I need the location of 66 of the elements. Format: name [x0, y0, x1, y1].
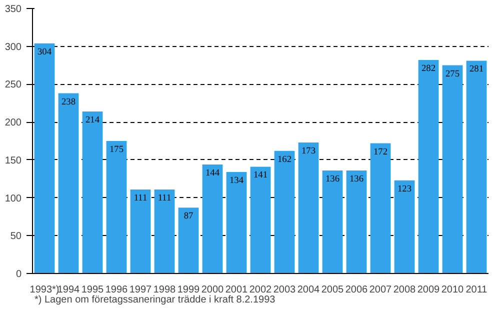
x-tick-label: 1993*) — [30, 284, 60, 296]
bar — [370, 143, 391, 274]
x-tick-label: 1996 — [105, 284, 128, 296]
x-tick-label: 2004 — [297, 284, 320, 296]
x-tick-label: 1998 — [153, 284, 176, 296]
data-label: 87 — [184, 212, 194, 222]
bar — [178, 208, 199, 274]
x-tick-label: 1995 — [81, 284, 104, 296]
x-tick-label: 2002 — [249, 284, 272, 296]
y-tick-label: 300 — [4, 42, 22, 53]
x-tick-label: 1999 — [177, 284, 200, 296]
x-tick-label: 2003 — [273, 284, 296, 296]
x-tick-label: 2001 — [225, 284, 248, 296]
data-label: 136 — [326, 174, 340, 185]
x-tick-label: 2010 — [441, 284, 464, 296]
y-tick-label: 350 — [4, 4, 22, 15]
x-tick-label: 1997 — [129, 284, 152, 296]
y-tick-label: 200 — [4, 118, 22, 129]
y-tick-label: 100 — [4, 193, 22, 204]
data-label: 214 — [86, 115, 100, 126]
data-label: 162 — [278, 154, 292, 165]
bar — [442, 65, 463, 274]
data-label: 123 — [398, 184, 412, 194]
x-tick-label: 2009 — [417, 284, 440, 296]
bar — [346, 170, 367, 274]
x-tick-label: 1994 — [57, 284, 80, 296]
bar — [58, 93, 79, 274]
data-label: 136 — [350, 174, 364, 185]
text: *) Lagen om företagssaneringar trädde i kraft 8.2.1993 — [34, 294, 276, 306]
data-label: 141 — [254, 170, 268, 181]
bar — [226, 172, 247, 274]
x-tick-label: 2007 — [369, 284, 392, 296]
bar — [322, 170, 343, 274]
data-label: 111 — [134, 193, 148, 204]
data-label: 175 — [110, 145, 124, 155]
bar — [250, 166, 271, 274]
data-label: 275 — [446, 69, 460, 80]
x-tick-label: 2008 — [393, 284, 416, 296]
x-tick-label: 2000 — [201, 284, 224, 296]
bar — [82, 111, 103, 274]
bar — [154, 189, 175, 274]
x-tick-label: 2011 — [466, 284, 488, 296]
bar — [106, 141, 127, 274]
data-label: 304 — [38, 47, 52, 58]
data-label: 134 — [230, 176, 244, 186]
x-tick-label: 2006 — [345, 284, 368, 296]
data-label: 281 — [470, 64, 484, 75]
data-label: 111 — [158, 193, 172, 204]
bar — [418, 60, 439, 274]
data-label: 238 — [62, 97, 76, 108]
x-tick-label: 2005 — [321, 284, 344, 296]
data-label: 282 — [422, 64, 436, 74]
bar — [394, 180, 415, 274]
y-tick-label: 0 — [16, 269, 22, 280]
bar — [466, 60, 487, 274]
bar — [298, 142, 319, 274]
bar — [202, 164, 223, 274]
data-label: 173 — [302, 146, 316, 157]
bar — [130, 189, 151, 274]
data-label: 144 — [206, 168, 220, 178]
data-label: 172 — [374, 147, 388, 158]
y-tick-label: 150 — [4, 155, 22, 166]
y-tick-label: 50 — [10, 231, 22, 242]
y-tick-label: 250 — [4, 80, 22, 91]
bar — [34, 43, 55, 274]
bar — [274, 150, 295, 274]
